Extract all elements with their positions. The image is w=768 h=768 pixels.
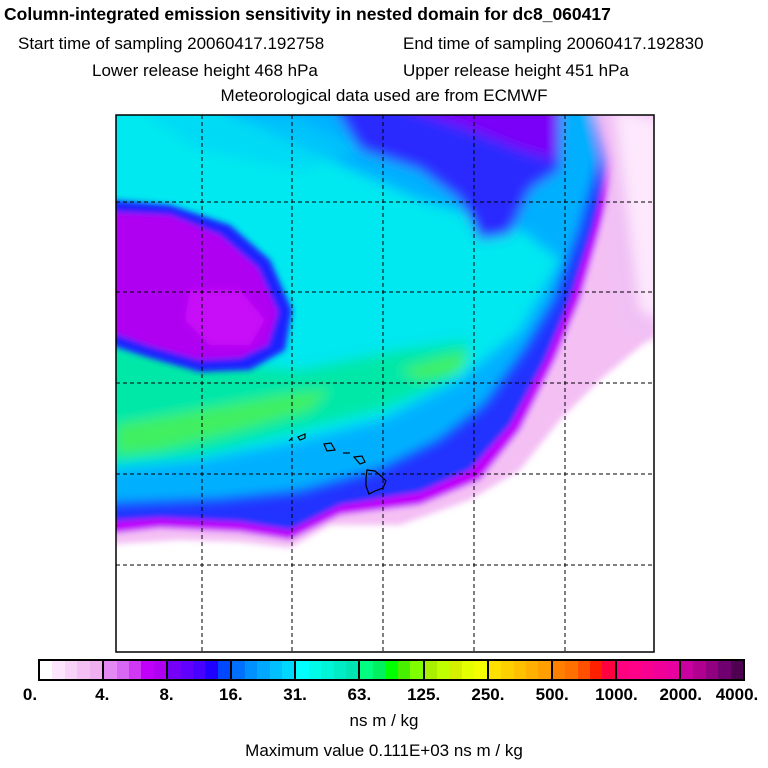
colorbar-swatch [77,661,90,679]
colorbar-tick-label: 0. [22,685,38,704]
colorbar-segment [552,661,617,679]
hawaii-coastlines [288,433,387,495]
colorbar-swatch [116,661,129,679]
colorbar-swatch [501,661,514,679]
colorbar-units: ns m / kg [349,711,419,730]
colorbar-swatch [718,661,731,679]
map-frame [115,114,655,653]
colorbar-swatch [513,661,526,679]
colorbar-swatch [449,661,462,679]
colorbar-swatch [296,661,309,679]
colorbar-swatch [372,661,386,679]
colorbar [38,659,745,681]
lower-release-height: Lower release height 468 hPa [92,61,318,80]
colorbar-swatch [308,661,322,679]
colorbar-swatch [141,661,154,679]
field-layer [116,115,654,652]
colorbar-swatch [488,661,502,679]
colorbar-tick-label: 4000. [715,685,759,704]
colorbar-swatch [629,661,642,679]
colorbar-swatch [552,661,566,679]
colorbar-swatch [385,661,398,679]
colorbar-swatch [217,661,231,679]
colorbar-segment [40,661,105,679]
plot-title: Column-integrated emission sensitivity i… [4,4,611,24]
colorbar-swatch [538,661,551,679]
colorbar-swatch [602,661,615,679]
colorbar-swatch [577,661,591,679]
colorbar-segment [424,661,489,679]
colorbar-swatch [436,661,450,679]
start-time: Start time of sampling 20060417.192758 [18,34,325,53]
colorbar-segment [680,661,744,679]
colorbar-segment [296,661,361,679]
colorbar-swatch [590,661,603,679]
colorbar-segment [232,661,297,679]
colorbar-swatch [461,661,475,679]
colorbar-swatch [346,661,359,679]
colorbar-swatch [525,661,539,679]
colorbar-swatch [244,661,258,679]
colorbar-swatch [89,661,103,679]
colorbar-swatch [397,661,411,679]
colorbar-swatch [654,661,667,679]
colorbar-tick-label: 16. [218,685,243,704]
colorbar-tick-label: 8. [159,685,174,704]
colorbar-swatch [321,661,334,679]
colorbar-swatch [410,661,423,679]
colorbar-swatch [693,661,706,679]
colorbar-swatch [205,661,218,679]
colorbar-swatch [40,661,53,679]
colorbar-swatch [360,661,373,679]
colorbar-tick-label: 250. [471,685,505,704]
colorbar-segment [360,661,425,679]
colorbar-swatch [424,661,437,679]
colorbar-segment [488,661,553,679]
colorbar-swatch [730,661,744,679]
colorbar-swatch [232,661,245,679]
colorbar-tick-label: 31. [283,685,307,704]
colorbar-swatch [180,661,194,679]
colorbar-segment [616,661,681,679]
colorbar-swatch [565,661,578,679]
colorbar-segment [168,661,233,679]
colorbar-swatch [168,661,181,679]
end-time: End time of sampling 20060417.192830 [403,34,704,53]
colorbar-swatch [64,661,78,679]
colorbar-tick-label: 500. [535,685,569,704]
colorbar-tick-label: 2000. [659,685,702,704]
colorbar-tick-label: 125. [407,685,441,704]
colorbar-swatch [153,661,167,679]
colorbar-swatch [333,661,347,679]
colorbar-swatch [128,661,142,679]
colorbar-swatch [666,661,679,679]
colorbar-swatch [269,661,282,679]
colorbar-swatch [104,661,117,679]
colorbar-swatch [281,661,295,679]
colorbar-swatch [52,661,65,679]
colorbar-swatch [705,661,719,679]
colorbar-swatch [257,661,270,679]
colorbar-swatch [193,661,206,679]
colorbar-tick-label: 1000. [595,685,638,704]
colorbar-swatch [641,661,655,679]
colorbar-segment [104,661,169,679]
colorbar-tick-label: 4. [95,685,110,704]
colorbar-swatch [616,661,630,679]
colorbar-tick-label: 63. [347,685,372,704]
colorbar-swatch [680,661,694,679]
max-value: Maximum value 0.111E+03 ns m / kg [245,741,523,760]
grid-lines [116,115,654,652]
met-data-note: Meteorological data used are from ECMWF [220,86,548,105]
upper-release-height: Upper release height 451 hPa [403,61,629,80]
colorbar-swatch [474,661,487,679]
